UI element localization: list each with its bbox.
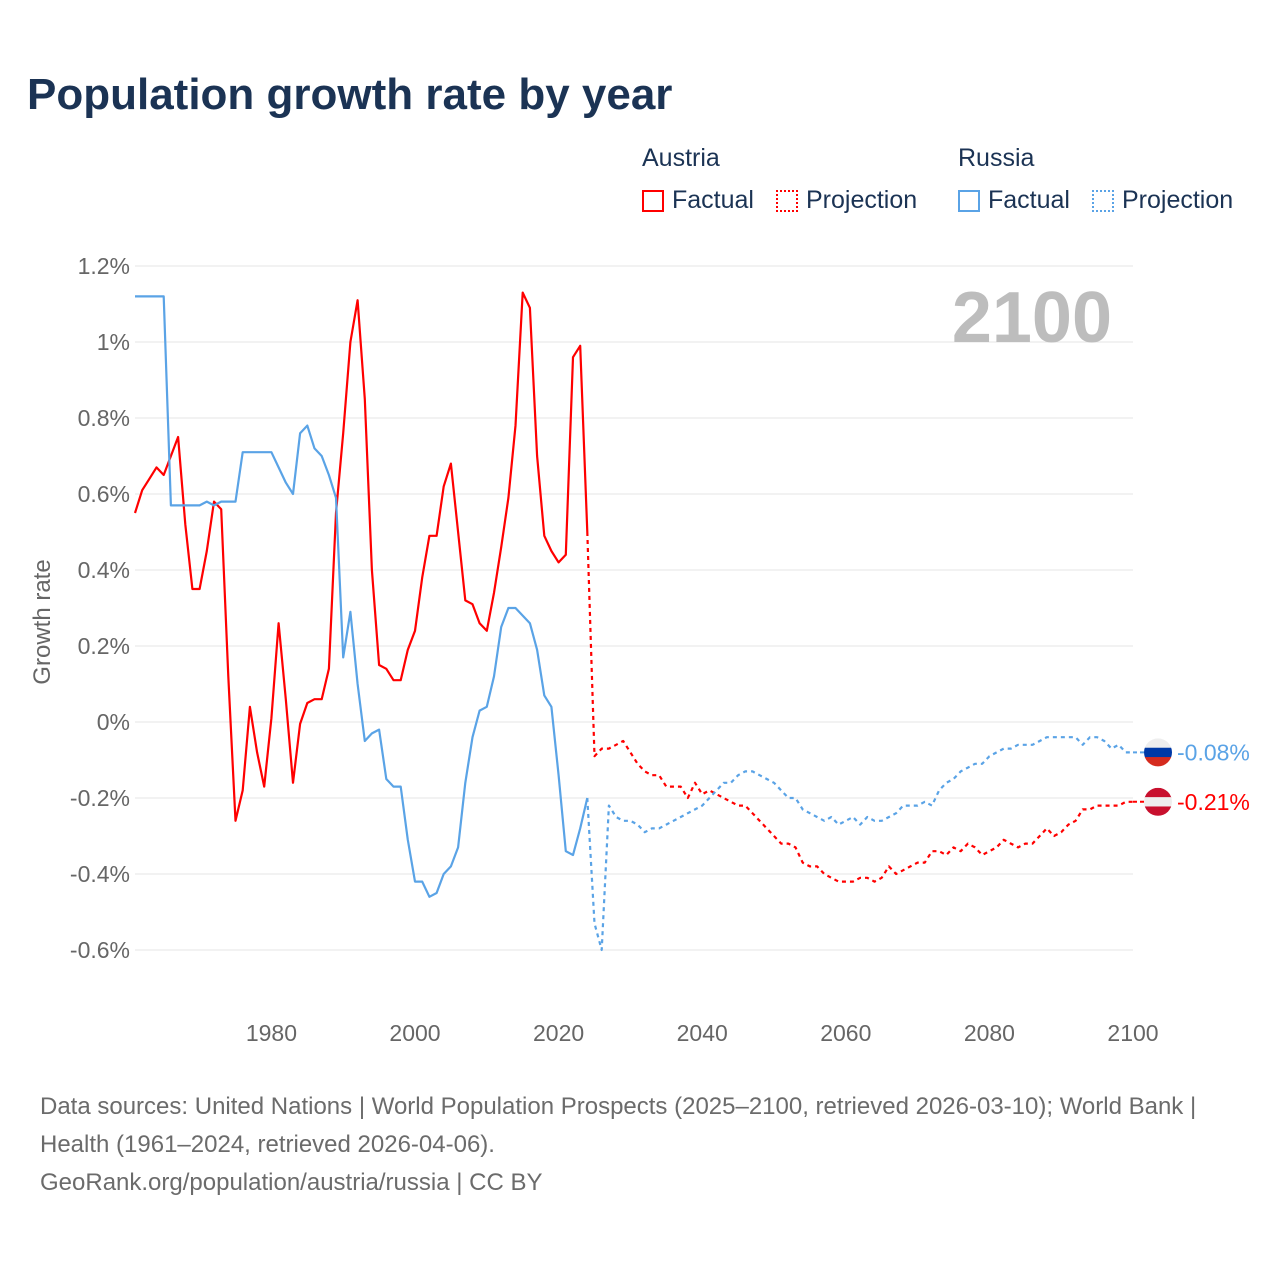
footer: Data sources: United Nations | World Pop… (40, 1088, 1240, 1202)
dotted-swatch-icon (1092, 189, 1114, 212)
x-tick-label: 2060 (820, 1020, 871, 1046)
series-line-austria-factual (133, 291, 589, 822)
x-tick-label: 1980 (246, 1020, 297, 1046)
flag-stripe (1144, 806, 1172, 816)
solid-swatch-icon (642, 189, 664, 212)
series-line-russia-factual (135, 295, 589, 898)
legend-austria-factual[interactable]: Factual (642, 186, 754, 215)
y-tick-label: 0.6% (78, 481, 130, 507)
chart-title: Population growth rate by year (27, 70, 673, 119)
series-line-austria-projection (586, 531, 1133, 883)
end-value-label: -0.08% (1177, 739, 1250, 765)
legend-austria-projection[interactable]: Projection (776, 186, 917, 215)
y-tick-label: 0.8% (78, 405, 130, 431)
x-tick-label: 2000 (389, 1020, 440, 1046)
year-watermark: 2100 (952, 278, 1112, 358)
flag-stripe (1144, 747, 1172, 758)
legend-label: Factual (672, 186, 754, 214)
chart-plot: 1.2% 1% 0.8% 0.6% 0.4% 0.2% 0% -0.2% -0.4% -0.6% 1… (29, 253, 1250, 1046)
solid-swatch-icon (958, 189, 980, 212)
flag-stripe (1144, 757, 1172, 767)
legend-label: Projection (806, 186, 918, 214)
y-tick-label: -0.4% (70, 861, 130, 887)
x-tick-label: 2100 (1107, 1020, 1158, 1046)
y-tick-label: -0.6% (70, 937, 130, 963)
data-sources: Data sources: United Nations | World Pop… (40, 1093, 1197, 1158)
y-tick-label: 0% (97, 709, 130, 735)
y-tick-label: 1.2% (78, 253, 130, 279)
y-tick-label: 0.4% (78, 557, 130, 583)
y-tick-label: 1% (97, 329, 130, 355)
legend-russia-factual[interactable]: Factual (958, 186, 1070, 215)
legend-group-russia: Russia (958, 144, 1035, 172)
x-tick-label: 2020 (533, 1020, 584, 1046)
y-tick-label: 0.2% (78, 633, 130, 659)
flag-stripe (1144, 787, 1172, 798)
legend-russia-projection[interactable]: Projection (1092, 186, 1233, 215)
flag-stripe (1144, 738, 1172, 749)
legend-label: Factual (988, 186, 1070, 214)
credit-link[interactable]: GeoRank.org/population/austria/russia | … (40, 1169, 543, 1196)
russia-flag-icon (1144, 738, 1172, 767)
series-line-russia-projection (586, 736, 1133, 952)
austria-flag-icon (1144, 787, 1172, 816)
y-tick-label: -0.2% (70, 785, 130, 811)
legend-label: Projection (1122, 186, 1234, 214)
flag-stripe (1144, 797, 1172, 807)
y-axis-label: Growth rate (29, 559, 56, 684)
x-tick-label: 2040 (677, 1020, 728, 1046)
dotted-swatch-icon (776, 189, 798, 212)
legend-group-austria: Austria (642, 144, 720, 172)
x-tick-label: 2080 (964, 1020, 1015, 1046)
end-value-label: -0.21% (1177, 789, 1250, 815)
